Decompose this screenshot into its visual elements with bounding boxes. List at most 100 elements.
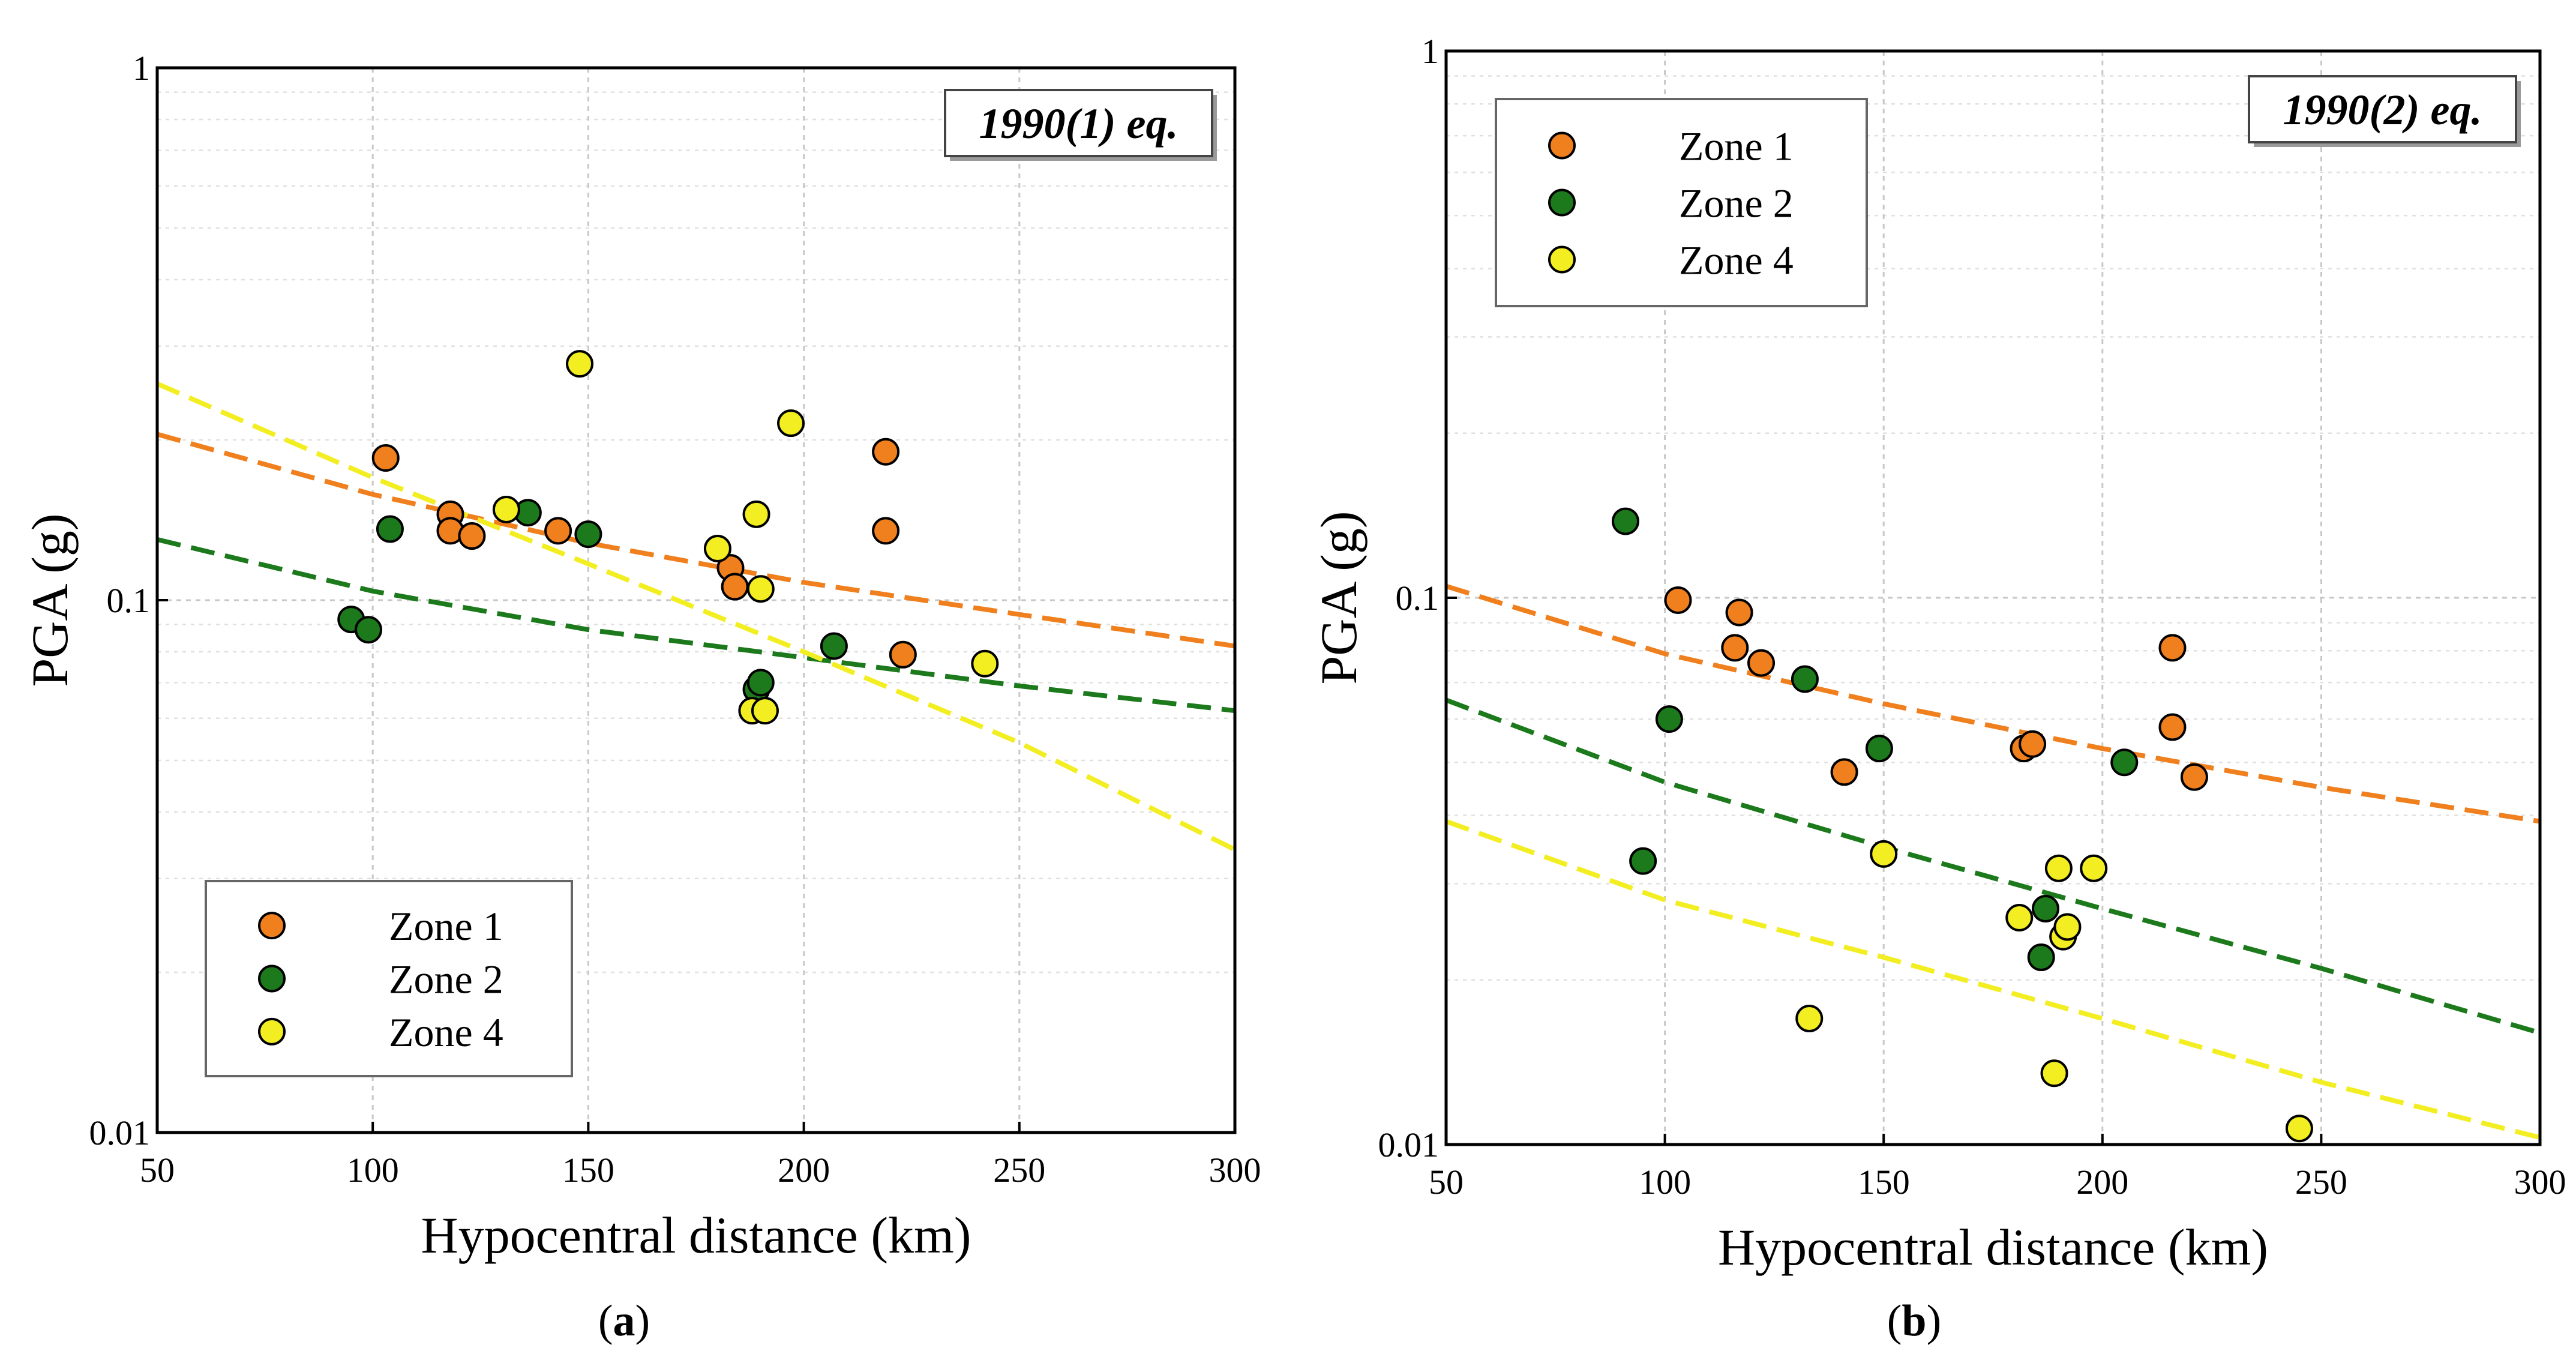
legend-marker-zone-4: [1548, 245, 1576, 274]
data-point-zone-1: [1747, 649, 1776, 677]
panel-label: (b): [1887, 1296, 1941, 1346]
data-point-zone-4: [2285, 1115, 2313, 1143]
data-point-zone-2: [746, 669, 775, 697]
legend-label-zone-1: Zone 1: [1679, 124, 1794, 169]
fit-line-zone-1: [1446, 583, 2540, 824]
legend-label-zone-4: Zone 4: [389, 1009, 503, 1055]
fit-lines: [157, 381, 1235, 852]
chart-title-box: [2248, 75, 2517, 143]
x-tick-label: 50: [1429, 1163, 1464, 1202]
x-tick-label: 150: [562, 1151, 614, 1190]
legend: Zone 1 Zone 2 Zone 4: [205, 880, 573, 1077]
grid: [1445, 50, 2541, 1146]
y-tick-label: 0.01: [89, 1113, 151, 1152]
data-point-zone-1: [2019, 730, 2047, 758]
data-point-zone-4: [742, 500, 770, 528]
x-tick-label: 200: [778, 1151, 830, 1190]
x-axis-title: Hypocentral distance (km): [421, 1206, 971, 1264]
data-points: [337, 350, 999, 725]
legend-label-zone-2: Zone 2: [389, 957, 503, 1002]
data-point-zone-1: [544, 517, 572, 545]
legend-marker-zone-1: [258, 912, 286, 940]
x-tick-label: 150: [1858, 1163, 1910, 1202]
y-axis-title: PGA (g): [1310, 511, 1368, 684]
data-point-zone-4: [1795, 1005, 1824, 1033]
data-point-zone-2: [2110, 748, 2139, 777]
data-point-zone-2: [1791, 665, 1819, 693]
panel-label: (a): [598, 1296, 650, 1346]
x-tick-label: 200: [2076, 1163, 2128, 1202]
data-point-zone-4: [777, 409, 805, 438]
data-point-zone-1: [721, 573, 749, 601]
legend-label-zone-4: Zone 4: [1679, 238, 1794, 283]
data-point-zone-2: [820, 632, 848, 660]
x-tick-label: 300: [1209, 1151, 1261, 1190]
data-point-zone-1: [889, 640, 917, 669]
legend: Zone 1 Zone 2 Zone 4: [1495, 98, 1868, 307]
data-point-zone-1: [872, 438, 900, 466]
data-point-zone-2: [1865, 735, 1893, 763]
legend-marker-zone-2: [258, 964, 286, 993]
x-tick-label: 100: [1639, 1163, 1691, 1202]
data-point-zone-2: [355, 616, 383, 644]
data-point-zone-2: [2027, 943, 2055, 972]
chart-panel-a: 50 100 150 200 250 300 0.01 0.1 1 Hypocentral dis…: [21, 49, 1261, 1264]
x-tick-label: 250: [993, 1151, 1045, 1190]
legend-label-zone-1: Zone 1: [389, 903, 503, 949]
data-point-zone-4: [751, 697, 779, 725]
data-point-zone-2: [2032, 895, 2060, 923]
x-tick-label: 250: [2295, 1163, 2347, 1202]
data-point-zone-1: [872, 517, 900, 545]
data-point-zone-4: [1870, 840, 1898, 868]
data-point-zone-4: [492, 495, 520, 523]
data-point-zone-2: [1655, 705, 1683, 733]
data-point-zone-2: [574, 520, 602, 549]
data-point-zone-4: [566, 350, 594, 378]
y-axis-title: PGA (g): [21, 513, 79, 687]
x-tick-label: 50: [140, 1151, 175, 1190]
fit-line-zone-2: [1446, 697, 2540, 1035]
fit-lines: [1446, 583, 2540, 1140]
y-tick-label: 0.1: [107, 581, 151, 620]
data-point-zone-1: [2158, 713, 2187, 741]
legend-label-zone-2: Zone 2: [1679, 181, 1794, 226]
data-point-zone-1: [1664, 586, 1692, 614]
legend-marker-zone-1: [1548, 131, 1576, 160]
fit-line-zone-4: [157, 381, 1235, 852]
data-point-zone-1: [458, 522, 486, 550]
data-points: [1611, 507, 2313, 1143]
data-point-zone-4: [2005, 903, 2034, 931]
data-point-zone-1: [1725, 598, 1753, 627]
data-point-zone-1: [371, 444, 400, 472]
legend-marker-zone-4: [258, 1017, 286, 1046]
x-tick-label: 300: [2514, 1163, 2566, 1202]
y-tick-label: 1: [133, 49, 150, 88]
x-tick-label: 100: [347, 1151, 399, 1190]
y-tick-label: 0.01: [1378, 1125, 1440, 1164]
data-point-zone-2: [1629, 847, 1657, 875]
data-point-zone-1: [1721, 634, 1749, 662]
fit-line-zone-1: [157, 432, 1235, 649]
data-point-zone-1: [2180, 763, 2208, 791]
legend-marker-zone-2: [1548, 188, 1576, 217]
data-point-zone-4: [2080, 854, 2108, 882]
data-point-zone-2: [376, 515, 404, 543]
data-point-zone-1: [2158, 634, 2187, 662]
chart-title: 1990(1) eq.: [979, 100, 1178, 148]
data-point-zone-2: [1611, 507, 1639, 535]
fit-line-zone-2: [157, 537, 1235, 714]
chart-title-box: [944, 89, 1213, 157]
data-point-zone-4: [971, 649, 999, 678]
data-point-zone-4: [2044, 854, 2073, 882]
data-point-zone-4: [2053, 913, 2082, 941]
data-point-zone-4: [703, 535, 731, 563]
y-tick-label: 0.1: [1396, 579, 1440, 618]
x-axis-title: Hypocentral distance (km): [1718, 1218, 2268, 1276]
data-point-zone-1: [1830, 758, 1858, 786]
y-tick-label: 1: [1422, 32, 1439, 71]
fit-line-zone-4: [1446, 819, 2540, 1140]
chart-panel-b: 50 100 150 200 250 300 0.01 0.1 1 Hypocentral dis…: [1310, 32, 2566, 1276]
data-point-zone-4: [2040, 1059, 2068, 1088]
data-point-zone-4: [746, 575, 775, 603]
chart-title: 1990(2) eq.: [2283, 86, 2482, 134]
